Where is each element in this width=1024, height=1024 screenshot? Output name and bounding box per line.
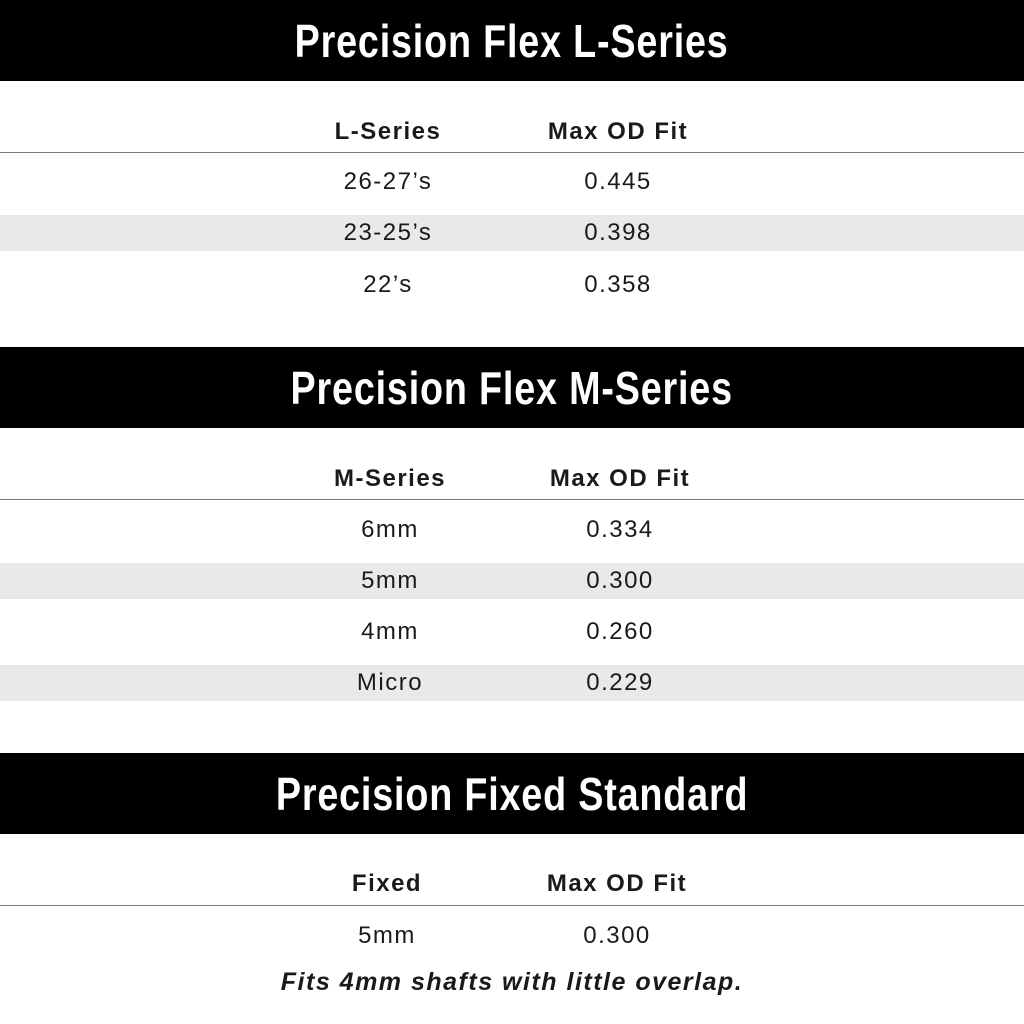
section-title-banner: Precision Flex M-Series xyxy=(0,347,1024,428)
cell-size: 26-27’s xyxy=(343,168,433,195)
cell-size: 6mm xyxy=(361,516,419,543)
column-header: Max OD Fit xyxy=(549,465,691,492)
cell-max-od: 0.229 xyxy=(586,669,654,696)
cell-max-od: 0.358 xyxy=(584,271,652,298)
section-title-banner: Precision Flex L-Series xyxy=(0,0,1024,81)
cell-size: 23-25’s xyxy=(343,219,433,246)
cell-max-od: 0.300 xyxy=(586,567,654,594)
table-header-row: L-Series Max OD Fit xyxy=(0,114,1024,150)
cell-size: 5mm xyxy=(361,567,419,594)
cell-size: 22’s xyxy=(363,271,413,298)
column-header: Max OD Fit xyxy=(546,870,688,897)
table-row: Micro 0.229 xyxy=(0,665,1024,701)
table-row: 5mm 0.300 xyxy=(0,918,1024,954)
section-title: Precision Flex L-Series xyxy=(295,14,729,67)
header-divider xyxy=(0,905,1024,906)
header-divider xyxy=(0,499,1024,500)
table-row: 22’s 0.358 xyxy=(0,267,1024,303)
section-title: Precision Flex M-Series xyxy=(290,361,734,414)
cell-size: 4mm xyxy=(361,618,419,645)
cell-size: 5mm xyxy=(358,922,416,949)
cell-size: Micro xyxy=(356,669,424,696)
column-header: L-Series xyxy=(334,118,442,145)
cell-max-od: 0.260 xyxy=(586,618,654,645)
column-header: M-Series xyxy=(333,465,447,492)
column-header: Fixed xyxy=(351,870,423,897)
cell-max-od: 0.300 xyxy=(583,922,651,949)
table-row: 26-27’s 0.445 xyxy=(0,164,1024,200)
table-row: 4mm 0.260 xyxy=(0,614,1024,650)
section-title-banner: Precision Fixed Standard xyxy=(0,753,1024,834)
column-header: Max OD Fit xyxy=(547,118,689,145)
table-header-row: Fixed Max OD Fit xyxy=(0,866,1024,902)
cell-max-od: 0.398 xyxy=(584,219,652,246)
header-divider xyxy=(0,152,1024,153)
footnote: Fits 4mm shafts with little overlap. xyxy=(280,968,744,996)
table-header-row: M-Series Max OD Fit xyxy=(0,461,1024,497)
cell-max-od: 0.334 xyxy=(586,516,654,543)
table-row: 23-25’s 0.398 xyxy=(0,215,1024,251)
table-row: 5mm 0.300 xyxy=(0,563,1024,599)
section-title: Precision Fixed Standard xyxy=(275,767,749,820)
cell-max-od: 0.445 xyxy=(584,168,652,195)
table-row: 6mm 0.334 xyxy=(0,512,1024,548)
